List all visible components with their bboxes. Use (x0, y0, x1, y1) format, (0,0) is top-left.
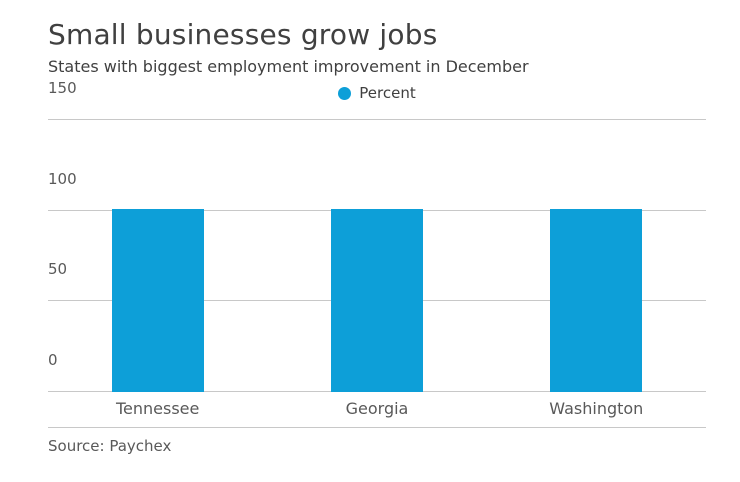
chart-container: Small businesses grow jobs States with b… (48, 18, 706, 455)
chart-subtitle: States with biggest employment improveme… (48, 57, 529, 76)
x-axis-label-tennessee: Tennessee (115, 399, 200, 418)
plot-area: 0 50 100 150 (48, 79, 706, 392)
chart-title: Small businesses grow jobs (48, 18, 438, 51)
bar-washington (550, 208, 643, 392)
legend-dot-icon (338, 86, 352, 100)
y-axis-tick-label: 0 (48, 351, 58, 369)
x-axis: Tennessee Georgia Washington (48, 392, 706, 428)
y-axis-tick-label: 150 (48, 79, 77, 97)
bar-georgia (330, 208, 423, 392)
y-axis-tick-label: 50 (48, 260, 68, 279)
gridline (48, 119, 706, 120)
legend: Percent (48, 84, 706, 102)
y-axis-tick-label: 100 (48, 169, 77, 188)
bars-layer (48, 120, 706, 392)
legend-label: Percent (359, 84, 416, 102)
bar-slot (48, 120, 267, 392)
source-note: Source: Paychex (48, 437, 172, 455)
bar-slot (487, 120, 706, 392)
bar-tennessee (111, 208, 204, 392)
bar-slot (267, 120, 486, 392)
x-axis-label-georgia: Georgia (345, 399, 409, 418)
x-axis-label-washington: Washington (549, 399, 644, 418)
